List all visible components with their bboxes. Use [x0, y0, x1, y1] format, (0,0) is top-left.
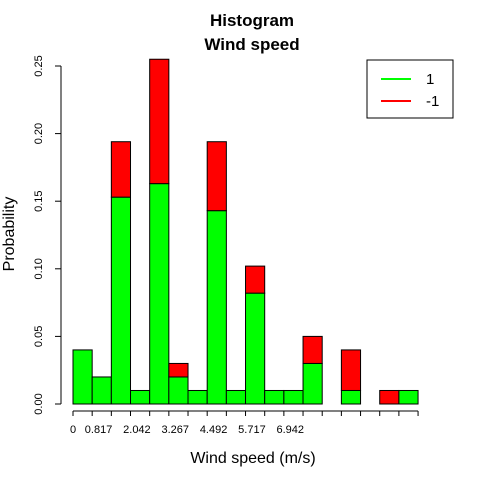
- x-tick-label: 5.717: [238, 424, 266, 436]
- y-tick-label: 0.00: [33, 393, 45, 414]
- bar-segment-series-1-bin-2: [110, 141, 132, 198]
- bar-segment-series-0-bin-9: [245, 292, 266, 405]
- bar-segment-series-1-bin-7: [206, 141, 227, 212]
- bar-segment-series-1-bin-9: [245, 265, 266, 294]
- bar-segment-series-0-bin-3: [130, 389, 151, 405]
- bar-segment-series-1-bin-14: [340, 349, 362, 391]
- chart-subtitle: Wind speed: [204, 35, 299, 54]
- y-axis: 0.00 0.05 0.10 0.15 0.20 0.25: [33, 55, 62, 415]
- bar-segment-series-1-bin-4: [149, 58, 170, 185]
- bar-segment-series-0-bin-8: [225, 389, 247, 405]
- bar-segment-series-0-bin-0: [72, 349, 93, 405]
- bar-segment-series-0-bin-7: [206, 210, 227, 405]
- x-tick-label: 3.267: [161, 424, 189, 436]
- x-tick-label: 6.942: [277, 424, 305, 436]
- legend-label-1: -1: [426, 93, 439, 110]
- bar-segment-series-0-bin-6: [187, 389, 208, 405]
- legend: 1-1: [366, 59, 454, 119]
- y-tick-label: 0.10: [33, 258, 45, 279]
- bars-group: [72, 58, 419, 405]
- bar-segment-series-1-bin-16: [379, 389, 400, 405]
- bar-segment-series-1-bin-12: [302, 335, 323, 364]
- bar-segment-series-0-bin-10: [264, 389, 285, 405]
- y-tick-label: 0.20: [33, 123, 45, 144]
- x-axis: 0 0.817 2.042 3.267 4.492 5.717 6.942: [70, 410, 419, 436]
- bar-segment-series-0-bin-5: [168, 376, 189, 405]
- x-tick-label: 0: [70, 424, 76, 436]
- legend-box: [366, 59, 454, 119]
- bar-segment-series-0-bin-14: [340, 389, 362, 405]
- bar-segment-series-0-bin-2: [110, 196, 132, 405]
- y-tick-label: 0.15: [33, 190, 45, 211]
- bar-segment-series-0-bin-1: [91, 376, 112, 405]
- y-tick-label: 0.25: [33, 55, 45, 76]
- y-tick-label: 0.05: [33, 326, 45, 347]
- x-tick-label: 0.817: [85, 424, 113, 436]
- bar-segment-series-1-bin-5: [168, 362, 189, 378]
- x-tick-label: 2.042: [123, 424, 151, 436]
- legend-label-0: 1: [426, 71, 434, 88]
- x-tick-label: 4.492: [200, 424, 228, 436]
- bar-segment-series-0-bin-12: [302, 362, 323, 405]
- chart-title: Histogram: [210, 11, 294, 30]
- bar-segment-series-0-bin-11: [283, 389, 304, 405]
- x-axis-label: Wind speed (m/s): [190, 450, 315, 467]
- bar-segment-series-0-bin-17: [398, 389, 419, 405]
- y-axis-label: Probability: [1, 197, 18, 272]
- bar-segment-series-0-bin-4: [149, 183, 170, 405]
